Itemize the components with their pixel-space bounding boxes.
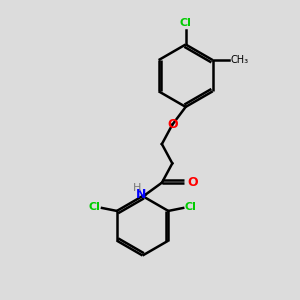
Text: Cl: Cl bbox=[180, 18, 192, 28]
Text: Cl: Cl bbox=[88, 202, 101, 212]
Text: H: H bbox=[133, 183, 141, 193]
Text: O: O bbox=[167, 118, 178, 131]
Text: N: N bbox=[136, 188, 146, 201]
Text: O: O bbox=[188, 176, 198, 189]
Text: Cl: Cl bbox=[185, 202, 197, 212]
Text: CH₃: CH₃ bbox=[230, 55, 249, 65]
